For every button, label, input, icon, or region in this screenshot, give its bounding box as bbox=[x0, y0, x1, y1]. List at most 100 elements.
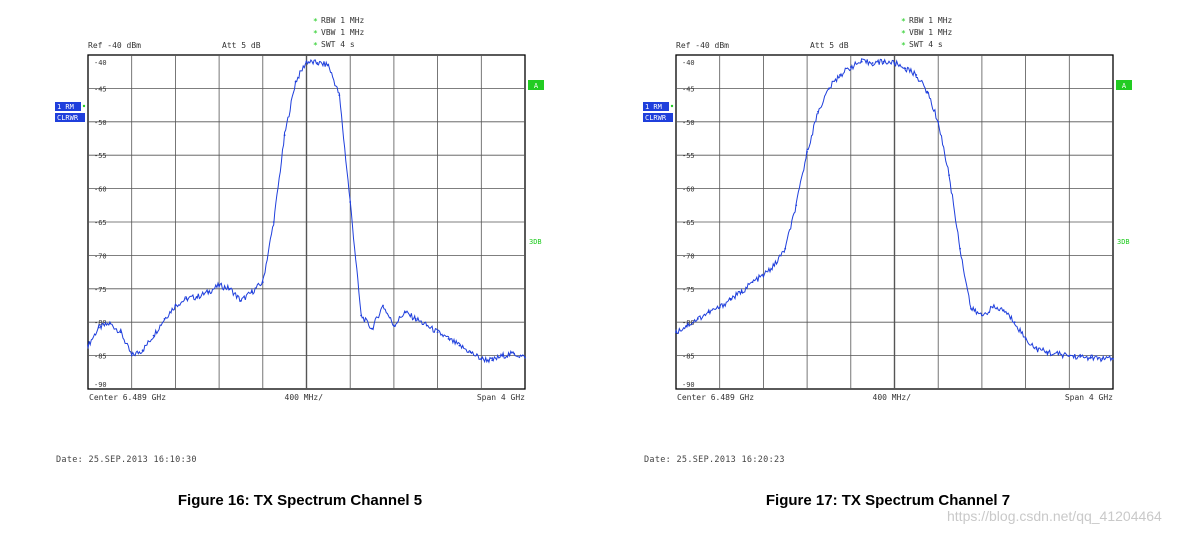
y-tick-label: -55 bbox=[94, 152, 107, 160]
trace-point bbox=[839, 74, 841, 76]
trace-badge-2 bbox=[55, 113, 85, 122]
y-tick-label: -60 bbox=[94, 186, 107, 194]
trace-point bbox=[806, 151, 808, 153]
trace-badge-1-text: 1 RM bbox=[645, 103, 662, 111]
y-tick-label: -40 bbox=[682, 59, 695, 67]
trace-point bbox=[762, 274, 765, 277]
trace-point bbox=[141, 349, 144, 352]
trace-point bbox=[272, 221, 275, 223]
trace-point bbox=[828, 87, 830, 90]
x-division-label: 400 MHz/ bbox=[285, 393, 324, 402]
trace-point bbox=[991, 306, 994, 309]
trace-point bbox=[393, 324, 395, 327]
marker-a-text: A bbox=[534, 82, 539, 90]
trace-point bbox=[251, 291, 253, 293]
trace-point bbox=[403, 311, 406, 314]
setting-asterisk: * bbox=[313, 29, 318, 38]
y-tick-label: -50 bbox=[94, 119, 107, 127]
trace-point bbox=[784, 247, 787, 250]
trace-point bbox=[185, 297, 188, 300]
date-label: Date: 25.SEP.2013 16:10:30 bbox=[56, 455, 197, 465]
trace-point bbox=[360, 314, 362, 317]
trace-point bbox=[1079, 356, 1082, 358]
trace-point bbox=[502, 354, 504, 357]
trace-point bbox=[163, 318, 166, 320]
trace-point bbox=[305, 60, 308, 63]
trace-point bbox=[1024, 338, 1027, 340]
trace-point bbox=[1112, 358, 1114, 360]
setting-asterisk: * bbox=[313, 41, 318, 50]
trace-indicator-dot bbox=[670, 104, 674, 108]
watermark-url: https://blog.csdn.net/qq_41204464 bbox=[947, 508, 1162, 524]
x-span-label: Span 4 GHz bbox=[477, 393, 525, 402]
setting-asterisk: * bbox=[901, 41, 906, 50]
y-tick-label: -45 bbox=[94, 85, 107, 93]
trace-point bbox=[229, 287, 231, 290]
trace-point bbox=[740, 291, 743, 293]
setting-asterisk: * bbox=[901, 29, 906, 38]
setting-swt-label: SWT 4 s bbox=[321, 40, 355, 49]
trace-point bbox=[1013, 321, 1016, 324]
trace-point bbox=[469, 351, 472, 354]
trace-point bbox=[1090, 356, 1092, 359]
setting-vbw-label: VBW 1 MHz bbox=[321, 28, 365, 37]
figure-caption: Figure 16: TX Spectrum Channel 5 bbox=[177, 492, 423, 509]
trace-point bbox=[425, 324, 428, 327]
trace-point bbox=[1068, 354, 1071, 357]
marker-a-box bbox=[528, 80, 544, 90]
trace-point bbox=[686, 324, 688, 327]
setting-asterisk: * bbox=[313, 17, 318, 26]
y-tick-label: -70 bbox=[682, 252, 695, 260]
trace-badge-2-text: CLRWR bbox=[57, 114, 79, 122]
figure-caption: Figure 17: TX Spectrum Channel 7 bbox=[765, 492, 1011, 509]
trace-point bbox=[513, 352, 515, 355]
date-label: Date: 25.SEP.2013 16:20:23 bbox=[644, 455, 785, 465]
y-tick-label: -65 bbox=[94, 219, 107, 227]
trace-point bbox=[294, 80, 297, 83]
y-tick-label: -85 bbox=[94, 353, 107, 361]
trace-point bbox=[959, 247, 961, 250]
trace-point bbox=[871, 62, 874, 64]
trace-point bbox=[240, 299, 242, 302]
y-tick-label: -85 bbox=[682, 353, 695, 361]
x-center-label: Center 6.489 GHz bbox=[89, 393, 166, 402]
trace-badge-1 bbox=[643, 102, 669, 111]
marker-a-box bbox=[1116, 80, 1132, 90]
trace-point bbox=[1101, 358, 1103, 360]
trace-point bbox=[915, 74, 918, 76]
trace-point bbox=[948, 174, 950, 177]
setting-vbw-label: VBW 1 MHz bbox=[909, 28, 953, 37]
attenuation-label: Att 5 dB bbox=[810, 41, 849, 50]
trace-point bbox=[1046, 351, 1049, 354]
spectrum-trace bbox=[675, 57, 1114, 363]
trace-point bbox=[491, 359, 494, 362]
trace-point bbox=[707, 311, 710, 314]
trace-point bbox=[697, 318, 699, 320]
trace-point bbox=[218, 284, 221, 287]
y-tick-label: -90 bbox=[94, 381, 107, 389]
trace-point bbox=[327, 64, 330, 66]
spectrum-panel-ch7: * RBW 1 MHz * VBW 1 MHz * SWT 4 s Ref -40 dBm A… bbox=[588, 0, 1188, 533]
trace-point bbox=[196, 295, 199, 298]
x-division-label: 400 MHz/ bbox=[873, 393, 912, 402]
trace-point bbox=[751, 281, 754, 283]
trace-point bbox=[349, 201, 352, 203]
trace-point bbox=[904, 67, 907, 70]
y-tick-label: -40 bbox=[94, 59, 107, 67]
x-span-label: Span 4 GHz bbox=[1065, 393, 1113, 402]
setting-rbw-label: RBW 1 MHz bbox=[909, 16, 953, 25]
y-tick-label: -75 bbox=[682, 286, 695, 294]
setting-asterisk: * bbox=[901, 17, 906, 26]
trace-point bbox=[316, 62, 319, 64]
y-tick-label: -70 bbox=[94, 252, 107, 260]
trace-point bbox=[458, 344, 461, 347]
trace-point bbox=[261, 281, 264, 283]
trace-badge-2 bbox=[643, 113, 673, 122]
y-tick-label: -45 bbox=[682, 85, 695, 93]
trace-point bbox=[283, 134, 286, 137]
trace-point bbox=[87, 344, 89, 347]
y-tick-label: -60 bbox=[682, 186, 695, 194]
trace-point bbox=[436, 331, 439, 334]
